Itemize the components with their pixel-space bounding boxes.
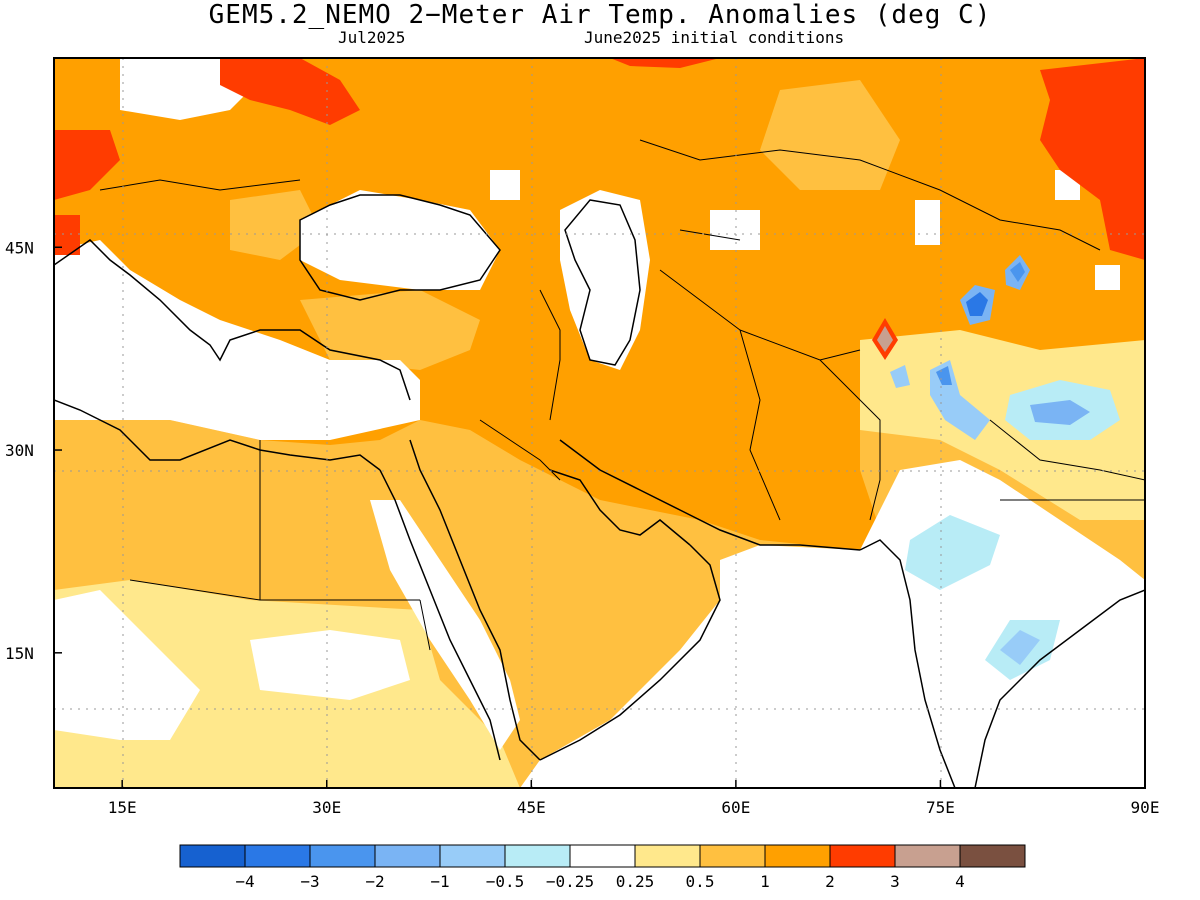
field-near-zero-north-africa: [54, 590, 200, 740]
colorbar-swatch: [764, 844, 831, 868]
coastline-caspian-sea: [564, 199, 641, 366]
coastline-persian-gulf: [549, 469, 691, 546]
x-tick-label: 30E: [312, 798, 341, 817]
colorbar-swatch: [569, 844, 636, 868]
colorbar-label: −0.25: [546, 872, 594, 891]
field-neg-2-tienshan: [966, 292, 988, 316]
field-neg-1-east-india: [1000, 630, 1040, 665]
x-tick-label: 45E: [517, 798, 546, 817]
colorbar-label: 4: [955, 872, 965, 891]
coastline-india-west: [859, 539, 956, 788]
colorbar-label: 3: [890, 872, 900, 891]
field-near-zero-patch: [490, 170, 520, 200]
field-near-zero-patch: [710, 210, 760, 250]
colorbar-swatch: [699, 844, 766, 868]
field-2-to-3-balkans: [54, 215, 80, 255]
colorbar-label: −1: [430, 872, 449, 891]
coastline-north-africa: [54, 399, 381, 471]
field-neg-2-north-tienshan: [1010, 262, 1025, 282]
field-2-to-3-eastern-europe: [220, 58, 360, 125]
x-tick-label: 75E: [926, 798, 955, 817]
coastline-arabia-south: [539, 544, 721, 761]
x-tick-label: 90E: [1131, 798, 1160, 817]
field-2-to-3-mongolia: [1040, 58, 1145, 260]
coastline-iran-south: [559, 439, 861, 551]
colorbar-swatch: [504, 844, 571, 868]
colorbar-label: −4: [235, 872, 254, 891]
field-near-zero-patch: [1095, 265, 1120, 290]
coastline-mediterranean-north: [54, 239, 411, 401]
colorbar-swatch: [244, 844, 311, 868]
initial-conditions-label: June2025 initial conditions: [584, 28, 845, 47]
x-axis: 15E 30E 45E 60E 75E 90E: [108, 780, 1160, 817]
field-neg-0p5-central-india: [905, 515, 1000, 590]
border-lines: [99, 139, 1145, 651]
colorbar-label: −0.5: [486, 872, 525, 891]
colorbar-swatch: [829, 844, 896, 868]
colorbar-swatch: [894, 844, 961, 868]
field-near-zero-black-sea: [300, 190, 500, 290]
colorbar-swatch: [439, 844, 506, 868]
coastline-red-sea-west: [379, 469, 501, 761]
field-near-zero-caspian: [560, 190, 650, 370]
anomaly-fields: [54, 58, 1145, 788]
coastline-india-east: [974, 589, 1145, 788]
field-near-zero-mediterranean: [54, 240, 420, 440]
field-0p5-to-1-turkey: [300, 290, 480, 370]
field-neg-0p5-kashmir: [890, 365, 910, 388]
field-near-zero-patch: [915, 200, 940, 245]
colorbar-swatch: [959, 844, 1026, 868]
field-near-zero-red-sea: [370, 500, 520, 750]
colorbar-swatch: [374, 844, 441, 868]
field-2-to-3-western-europe: [54, 130, 120, 200]
colorbar-swatch: [634, 844, 701, 868]
coastline-red-sea-east: [409, 439, 541, 761]
x-tick-label: 15E: [108, 798, 137, 817]
colorbar-label: 1: [760, 872, 770, 891]
map-title: GEM5.2_NEMO 2−Meter Air Temp. Anomalies …: [208, 0, 992, 30]
colorbar: −4 −3 −2 −1 −0.5 −0.25 0.25 0.5 1 2 3 4: [179, 844, 1026, 891]
colorbar-label: −2: [365, 872, 384, 891]
field-0p5-to-1-caucasus: [230, 190, 320, 260]
coastlines: [54, 139, 1145, 788]
map-frame: [53, 57, 1146, 789]
colorbar-label: −3: [300, 872, 319, 891]
field-neg-1-tibet: [1030, 400, 1090, 425]
colorbar-swatch: [179, 844, 246, 868]
y-axis: 45N 30N 15N: [5, 238, 62, 663]
field-0p5-to-1-central-asia: [760, 80, 900, 190]
colorbar-label: 2: [825, 872, 835, 891]
y-tick-label: 45N: [5, 238, 34, 257]
colorbar-label: 0.25: [616, 872, 655, 891]
x-tick-label: 60E: [721, 798, 750, 817]
y-tick-label: 30N: [5, 441, 34, 460]
forecast-month: Jul2025: [338, 28, 406, 47]
field-near-zero-sudan: [250, 630, 410, 700]
graticule: [54, 58, 1145, 788]
colorbar-swatch: [309, 844, 376, 868]
y-tick-label: 15N: [5, 644, 34, 663]
field-3-to-4-karakoram: [877, 326, 893, 352]
colorbar-label: 0.5: [686, 872, 715, 891]
field-neg-2-himalaya: [936, 366, 952, 385]
field-2-to-3-north-russia: [610, 58, 720, 68]
